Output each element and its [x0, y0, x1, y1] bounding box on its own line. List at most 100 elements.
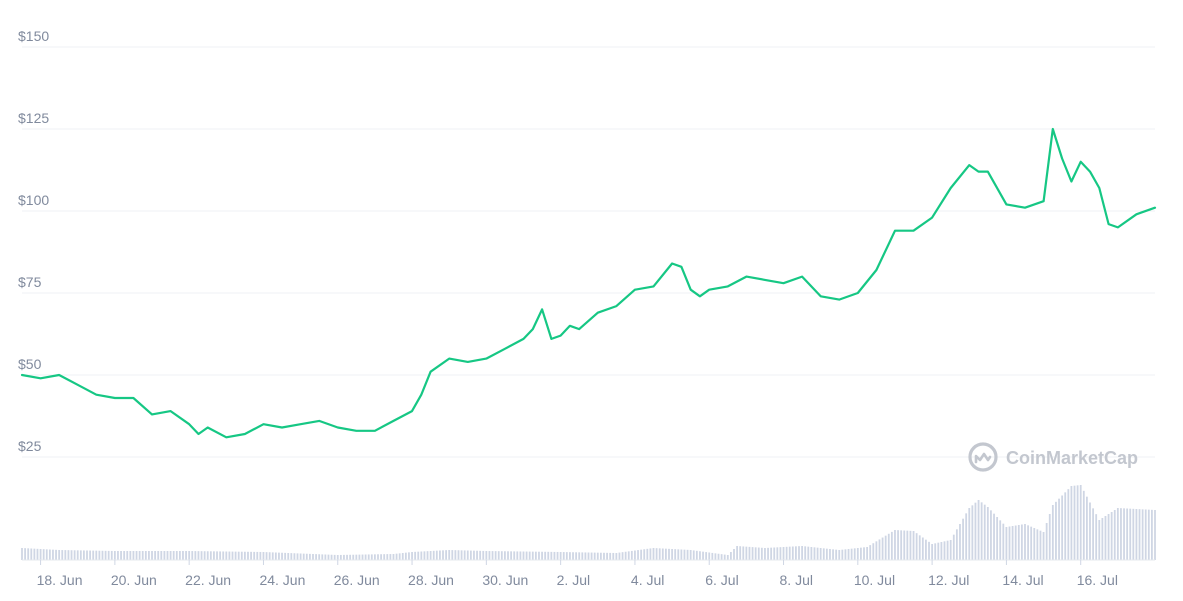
volume-bar	[637, 550, 639, 560]
volume-bar	[250, 551, 252, 560]
volume-bar	[330, 554, 333, 560]
volume-bar	[95, 550, 98, 560]
x-tick-label: 18. Jun	[37, 572, 83, 588]
volume-bar	[541, 551, 543, 560]
volume-bar	[1036, 529, 1039, 560]
volume-bar	[971, 505, 974, 560]
volume-bar	[1017, 525, 1020, 560]
volume-bar	[278, 552, 280, 560]
volume-bar	[185, 551, 187, 560]
volume-bar	[538, 551, 540, 560]
volume-bar	[107, 550, 110, 560]
volume-bar	[423, 551, 426, 560]
volume-bar	[603, 552, 605, 560]
volume-bar	[1002, 523, 1005, 560]
volume-bar	[73, 550, 76, 560]
volume-bar	[296, 553, 299, 560]
volume-bar	[271, 552, 274, 560]
volume-bar	[432, 550, 435, 560]
volume-bar	[810, 547, 813, 560]
volume-bar	[408, 552, 410, 560]
volume-bar	[48, 549, 51, 560]
volume-bar	[615, 553, 618, 560]
volume-bar	[593, 552, 596, 560]
volume-bar	[318, 554, 321, 560]
volume-bar	[206, 551, 209, 560]
volume-bar	[476, 550, 478, 560]
volume-bar	[776, 547, 779, 560]
volume-bar	[1147, 509, 1150, 560]
volume-bar	[70, 550, 73, 560]
volume-bar	[742, 546, 745, 560]
volume-bar	[599, 552, 602, 560]
volume-bar	[720, 554, 723, 560]
volume-bar	[643, 549, 646, 560]
volume-bar	[705, 552, 708, 560]
volume-bar	[24, 548, 26, 560]
volume-bar	[392, 554, 395, 560]
volume-bar	[550, 551, 553, 560]
volume-bar	[166, 551, 169, 560]
volume-bar	[655, 548, 658, 560]
volume-bar	[897, 530, 899, 560]
volume-bar	[268, 552, 271, 560]
volume-bar	[757, 547, 760, 560]
volume-bar	[1064, 492, 1067, 560]
volume-bar	[1089, 502, 1091, 560]
volume-bar	[856, 548, 859, 560]
volume-bar	[126, 551, 129, 560]
volume-bar	[1014, 525, 1017, 560]
volume-bar	[606, 552, 608, 560]
volume-bar	[247, 551, 249, 560]
volume-bar	[141, 551, 144, 560]
volume-bar	[686, 549, 689, 560]
volume-bar	[466, 550, 469, 560]
volume-bar	[590, 552, 593, 560]
volume-bar	[801, 546, 803, 560]
volume-bar	[488, 551, 491, 560]
volume-bar	[955, 529, 958, 560]
volume-bar	[965, 513, 968, 560]
volume-bar	[767, 547, 769, 560]
volume-bar	[160, 551, 163, 560]
volume-bar	[1045, 523, 1048, 560]
volume-bar	[680, 549, 683, 560]
volume-bar	[946, 540, 949, 560]
volume-bar	[779, 547, 782, 560]
volume-bar	[674, 549, 677, 560]
volume-bar	[1107, 514, 1110, 560]
volume-bar	[55, 549, 57, 560]
volume-bar	[850, 548, 853, 560]
volume-bar	[469, 550, 472, 560]
volume-bar	[113, 551, 116, 560]
volume-bar	[702, 551, 704, 560]
volume-bar	[1154, 510, 1156, 560]
volume-bar	[847, 549, 850, 560]
x-tick-label: 4. Jul	[631, 572, 664, 588]
volume-bar	[42, 549, 45, 560]
volume-bar	[1135, 509, 1138, 560]
volume-bar	[76, 550, 79, 560]
volume-bar	[664, 548, 667, 560]
volume-bar	[609, 552, 612, 560]
volume-bar	[878, 539, 881, 560]
volume-bar	[782, 547, 785, 560]
volume-bar	[234, 551, 237, 560]
volume-bar	[646, 548, 649, 560]
volume-bar	[445, 550, 448, 560]
volume-bar	[414, 551, 417, 560]
volume-bar	[671, 549, 673, 560]
volume-bar	[79, 550, 82, 560]
volume-bar	[661, 548, 664, 560]
volume-bar	[640, 549, 643, 560]
volume-bar	[1067, 489, 1070, 560]
volume-bar	[872, 543, 875, 560]
volume-bar	[522, 551, 525, 560]
volume-bar	[259, 551, 262, 560]
volume-bar	[630, 550, 633, 560]
volume-bar	[216, 551, 218, 560]
volume-bar	[699, 551, 701, 560]
volume-bar	[1076, 485, 1079, 560]
coinmarketcap-watermark: CoinMarketCap	[968, 442, 1138, 472]
